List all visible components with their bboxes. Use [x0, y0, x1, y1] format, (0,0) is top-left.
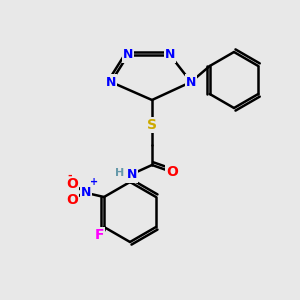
- Text: N: N: [165, 49, 175, 62]
- Text: N: N: [127, 169, 137, 182]
- Text: N: N: [186, 76, 196, 88]
- Text: O: O: [66, 177, 78, 191]
- Text: N: N: [81, 185, 91, 199]
- Text: S: S: [147, 118, 157, 132]
- Text: O: O: [166, 165, 178, 179]
- Text: +: +: [90, 177, 98, 187]
- Text: N: N: [106, 76, 116, 88]
- Text: H: H: [116, 168, 124, 178]
- Text: -: -: [67, 171, 72, 181]
- Text: O: O: [66, 193, 78, 207]
- Text: N: N: [123, 49, 133, 62]
- Text: F: F: [94, 228, 104, 242]
